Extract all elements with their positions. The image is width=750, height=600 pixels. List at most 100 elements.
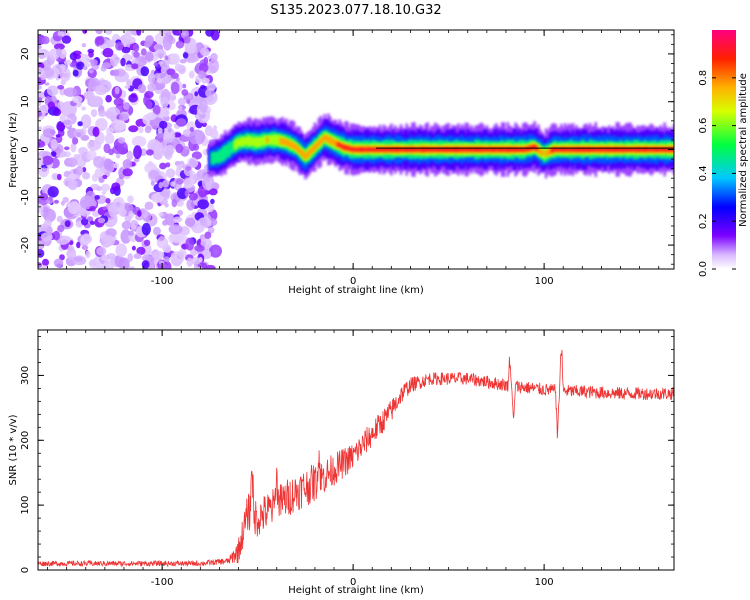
ridge-cell xyxy=(269,135,273,145)
ridge-cell xyxy=(523,147,527,152)
ridge-cell xyxy=(460,147,464,152)
noise-blob xyxy=(162,220,168,226)
snr-x-ticks: -100 0 100 xyxy=(47,330,660,588)
ridge-cell xyxy=(472,147,475,152)
ridge-cell xyxy=(416,147,420,152)
noise-blob xyxy=(140,48,147,56)
ridge-cell xyxy=(588,147,592,152)
noise-blob xyxy=(38,262,43,268)
ridge-cell xyxy=(399,147,403,152)
noise-blob xyxy=(82,65,88,71)
ridge-cell xyxy=(594,147,598,152)
noise-blob xyxy=(103,143,111,154)
ridge-cell xyxy=(332,139,336,146)
noise-blob xyxy=(47,101,56,110)
ridge-cell xyxy=(617,147,620,152)
noise-blob xyxy=(38,101,42,106)
noise-blob xyxy=(193,264,198,269)
noise-blob xyxy=(115,41,124,51)
spectrogram-x-tick-label: -100 xyxy=(151,276,174,287)
ridge-cell xyxy=(392,147,395,152)
ridge-cell xyxy=(386,147,389,152)
ridge-cell xyxy=(621,147,624,152)
ridge-cell xyxy=(665,147,668,152)
noise-blob xyxy=(81,43,87,48)
ridge-cell xyxy=(470,147,473,152)
noise-blob xyxy=(177,248,187,259)
ridge-cell xyxy=(285,139,288,146)
noise-blob xyxy=(82,172,91,180)
ridge-cell xyxy=(254,136,258,148)
noise-blob xyxy=(57,173,62,181)
ridge-cell xyxy=(623,147,626,152)
ridge-cell xyxy=(395,147,399,152)
ridge-cell xyxy=(657,147,661,152)
ridge-cell xyxy=(279,137,282,144)
ridge-cell xyxy=(487,147,491,152)
noise-blob xyxy=(120,57,126,67)
ridge-cell xyxy=(449,147,452,152)
spectrogram-x-ticks: -100 0 100 xyxy=(47,30,660,287)
ridge-cell xyxy=(330,137,334,145)
noise-blob xyxy=(87,139,102,151)
noise-blob xyxy=(100,234,116,247)
noise-blob xyxy=(158,182,164,189)
noise-blob xyxy=(72,95,83,104)
noise-blob xyxy=(38,249,45,258)
noise-blob xyxy=(157,77,162,84)
snr-frame xyxy=(37,329,675,571)
ridge-cell xyxy=(600,147,603,152)
noise-blob xyxy=(55,134,61,138)
noise-blob xyxy=(44,82,50,86)
noise-blob xyxy=(150,180,155,186)
spectrogram-y-tick-label: -10 xyxy=(20,189,31,205)
noise-blob xyxy=(108,203,118,218)
ridge-cell xyxy=(315,142,319,149)
noise-blob xyxy=(126,80,131,87)
noise-blob xyxy=(105,94,112,103)
noise-blob xyxy=(86,58,91,62)
noise-blob xyxy=(85,250,91,259)
noise-blob xyxy=(64,146,70,151)
ridge-cell xyxy=(351,147,355,152)
ridge-cell xyxy=(491,147,494,152)
noise-blob xyxy=(110,119,126,134)
noise-blob xyxy=(133,253,142,260)
noise-blob xyxy=(124,85,131,89)
ridge-cell xyxy=(479,147,483,152)
noise-blob xyxy=(184,189,190,198)
ridge-cell xyxy=(544,150,548,157)
ridge-cell xyxy=(277,134,280,146)
noise-blob xyxy=(104,133,115,144)
noise-blob xyxy=(133,145,142,160)
noise-blob xyxy=(178,105,183,111)
snr-x-tick-label: -100 xyxy=(151,577,174,588)
ridge-cell xyxy=(432,147,435,152)
ridge-cell xyxy=(497,147,500,152)
noise-blob xyxy=(189,158,195,165)
ridge-cell xyxy=(439,147,443,152)
spectrogram-y-tick-label: -20 xyxy=(20,237,31,253)
noise-blob xyxy=(210,128,219,139)
ridge-cell xyxy=(344,145,347,150)
noise-blob xyxy=(146,149,154,156)
noise-blob xyxy=(50,138,58,150)
ridge-cell xyxy=(583,147,586,152)
colorbar-tick-label: 0.0 xyxy=(698,261,709,277)
ridge-cell xyxy=(628,147,632,152)
noise-blob xyxy=(42,128,56,138)
ridge-cell xyxy=(571,147,575,152)
ridge-cell xyxy=(611,147,615,152)
noise-blob xyxy=(203,56,209,65)
ridge-cell xyxy=(409,147,412,152)
ridge-cell xyxy=(542,149,546,160)
ridge-cell xyxy=(380,147,384,152)
noise-blob xyxy=(153,62,159,67)
noise-blob xyxy=(41,155,54,166)
ridge-cell xyxy=(508,147,512,152)
noise-blob xyxy=(164,55,169,61)
noise-blob xyxy=(170,81,180,95)
ridge-cell xyxy=(313,143,317,151)
noise-blob xyxy=(194,91,199,97)
noise-blob xyxy=(137,84,147,94)
